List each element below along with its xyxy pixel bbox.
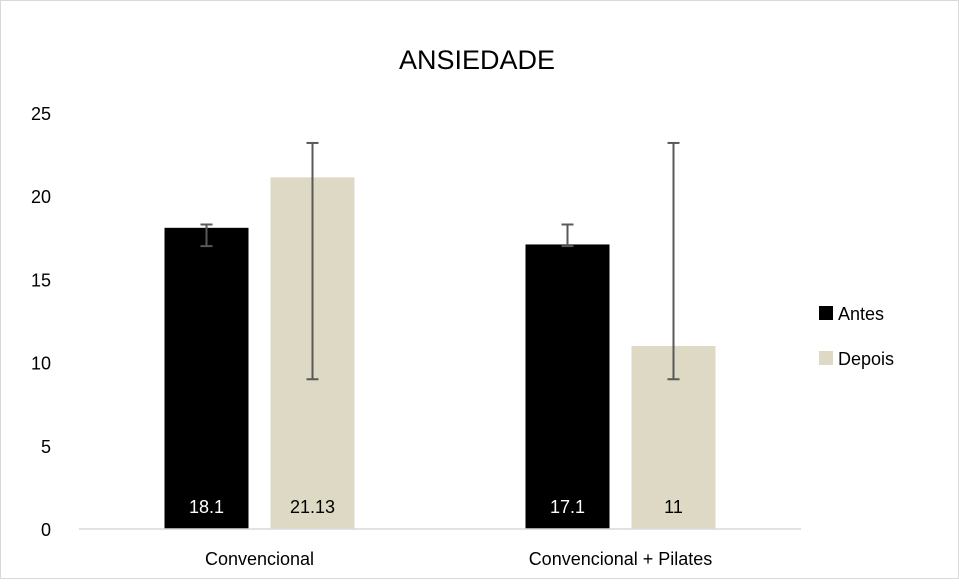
y-tick-label: 5 [41, 437, 51, 457]
error-bar [561, 223, 574, 248]
legend-swatch [819, 351, 833, 365]
error-bars-layer [200, 141, 680, 381]
chart-title: ANSIEDADE [399, 45, 555, 75]
error-bar [667, 141, 680, 381]
y-tick-label: 25 [31, 104, 51, 124]
data-label: 21.13 [290, 497, 335, 517]
legend-swatch [819, 306, 833, 320]
x-category-label: Convencional [205, 549, 314, 569]
y-tick-label: 0 [41, 520, 51, 540]
legend-label: Depois [838, 349, 894, 369]
y-tick-label: 10 [31, 354, 51, 374]
y-tick-label: 20 [31, 187, 51, 207]
bar [164, 227, 249, 530]
legend: Antes Depois [819, 304, 894, 369]
x-category-label: Convencional + Pilates [529, 549, 713, 569]
legend-label: Antes [838, 304, 884, 324]
bars-layer [164, 177, 716, 530]
error-bar [200, 223, 213, 248]
data-label: 11 [664, 497, 683, 517]
y-tick-label: 15 [31, 270, 51, 290]
error-bar [306, 141, 319, 381]
data-label: 17.1 [550, 497, 585, 517]
axis-layer: 0 5 10 15 20 25 Convencional Convencional + Pil… [31, 104, 801, 569]
data-labels-layer: 18.1 21.13 17.1 11 [189, 497, 683, 517]
bar [525, 244, 610, 529]
data-label: 18.1 [189, 497, 224, 517]
